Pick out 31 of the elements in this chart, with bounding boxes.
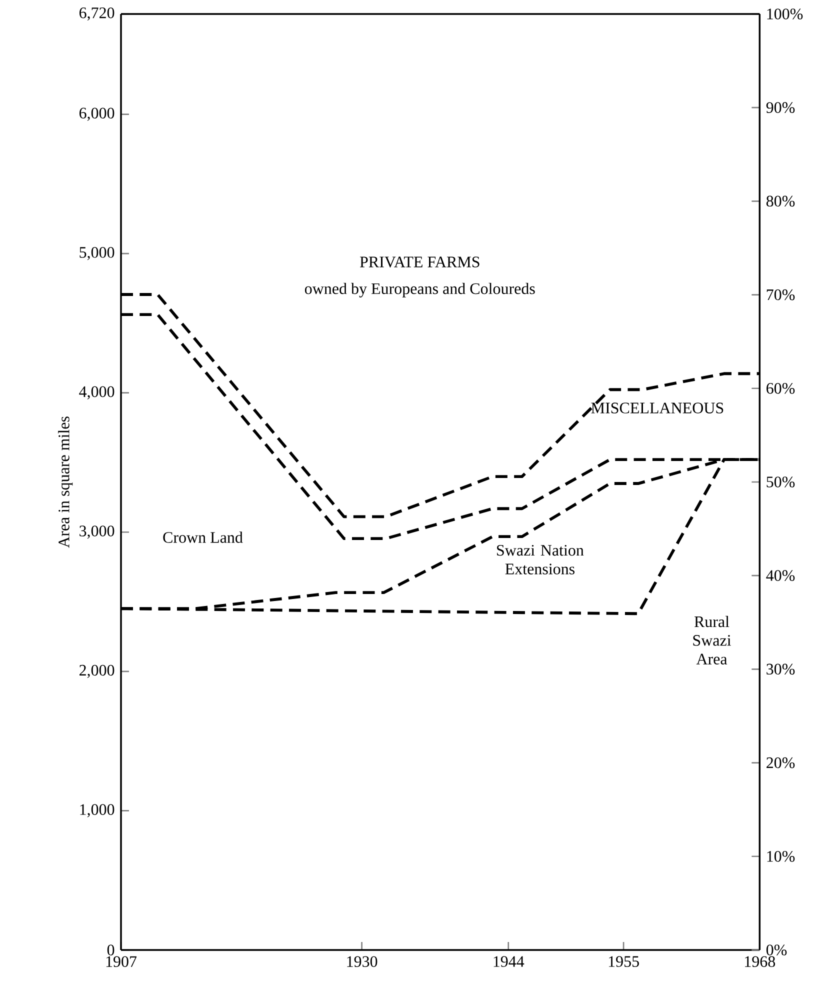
y2-tick-label: 100%	[767, 8, 803, 20]
y2-tick-label: 50%	[766, 476, 795, 488]
y2-tick-label: 90%	[766, 102, 795, 114]
y2-tick-label: 70%	[766, 289, 795, 300]
y2-tick-label: 30%	[766, 664, 795, 675]
y-tick-label: 6,000	[79, 108, 114, 121]
y2-tick-label: 80%	[766, 196, 795, 207]
annotation: Crown Land	[163, 532, 243, 543]
annotation: Rural Swazi Area	[693, 616, 731, 664]
y2-tick-label: 60%	[766, 382, 795, 394]
y2-tick-label: 20%	[766, 757, 795, 768]
y-tick-label: 0	[107, 944, 114, 956]
y-tick-label: 4,000	[79, 386, 114, 400]
y-tick-label: 2,000	[80, 664, 114, 678]
annotation: owned by Europeans and Coloureds	[304, 282, 535, 298]
x-tick-label: 1907	[106, 956, 137, 967]
x-tick-label: 1968	[745, 956, 776, 967]
x-tick-label: 1944	[494, 956, 524, 967]
y-axis-title: Area in square miles	[58, 416, 73, 548]
y-tick-label: 1,000	[80, 804, 114, 818]
y2-tick-label: 0%	[766, 944, 787, 956]
x-tick-label: 1955	[608, 956, 639, 967]
annotation: PRIVATE FARMS	[360, 256, 480, 268]
y2-tick-label: 10%	[767, 850, 795, 862]
x-tick-label: 1930	[347, 956, 378, 967]
y-tick-label: 5,000	[80, 247, 114, 260]
annotation: Swazi Nation Extensions	[497, 544, 584, 574]
y-tick-label: 3,000	[80, 526, 114, 539]
y2-tick-label: 40%	[766, 570, 795, 582]
y-tick-label: 6,720	[79, 7, 114, 21]
annotation: MISCELLANEOUS	[591, 402, 724, 414]
